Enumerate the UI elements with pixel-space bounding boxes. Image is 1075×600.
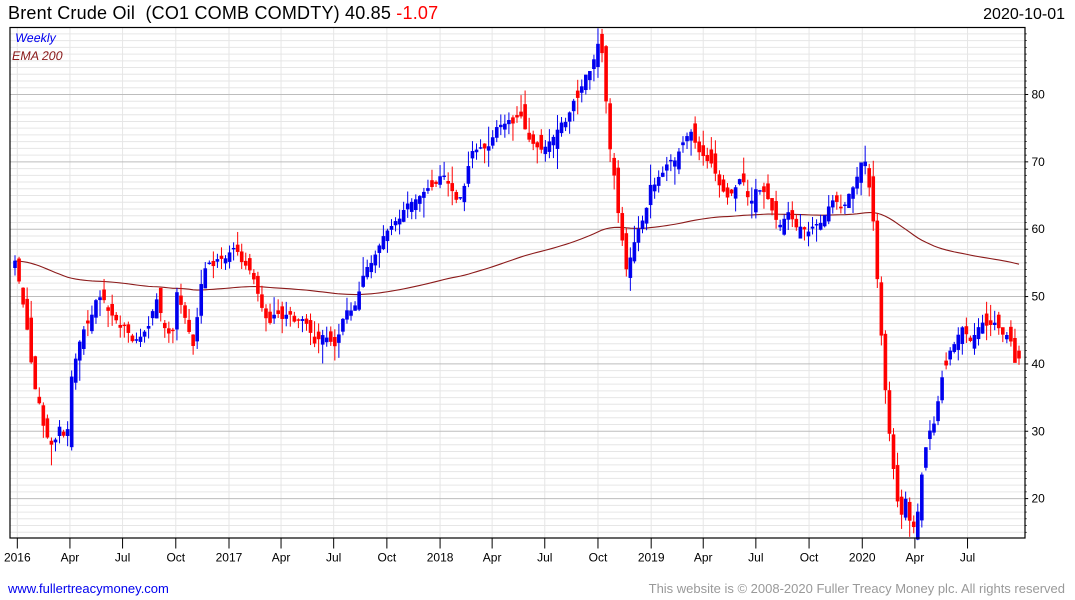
svg-text:40: 40 bbox=[1032, 357, 1046, 371]
svg-text:70: 70 bbox=[1032, 155, 1046, 169]
svg-text:2020: 2020 bbox=[849, 551, 876, 565]
svg-text:Apr: Apr bbox=[483, 551, 502, 565]
svg-text:Jul: Jul bbox=[115, 551, 130, 565]
svg-text:Apr: Apr bbox=[272, 551, 291, 565]
svg-text:2019: 2019 bbox=[638, 551, 665, 565]
svg-text:Apr: Apr bbox=[61, 551, 80, 565]
svg-text:30: 30 bbox=[1032, 424, 1046, 438]
svg-text:2016: 2016 bbox=[4, 551, 31, 565]
svg-text:Jul: Jul bbox=[960, 551, 975, 565]
svg-text:EMA 200: EMA 200 bbox=[11, 49, 64, 63]
svg-text:Jul: Jul bbox=[537, 551, 552, 565]
svg-text:Apr: Apr bbox=[694, 551, 713, 565]
svg-text:Oct: Oct bbox=[589, 551, 608, 565]
svg-text:2017: 2017 bbox=[216, 551, 243, 565]
svg-text:80: 80 bbox=[1032, 88, 1046, 102]
svg-text:Oct: Oct bbox=[800, 551, 819, 565]
svg-text:Oct: Oct bbox=[378, 551, 397, 565]
svg-text:20: 20 bbox=[1032, 492, 1046, 506]
svg-text:60: 60 bbox=[1032, 222, 1046, 236]
svg-text:Jul: Jul bbox=[748, 551, 763, 565]
svg-text:Weekly: Weekly bbox=[14, 31, 58, 45]
svg-text:Apr: Apr bbox=[906, 551, 925, 565]
svg-text:Oct: Oct bbox=[166, 551, 185, 565]
svg-text:Jul: Jul bbox=[326, 551, 341, 565]
svg-text:50: 50 bbox=[1032, 290, 1046, 304]
svg-text:2018: 2018 bbox=[427, 551, 454, 565]
